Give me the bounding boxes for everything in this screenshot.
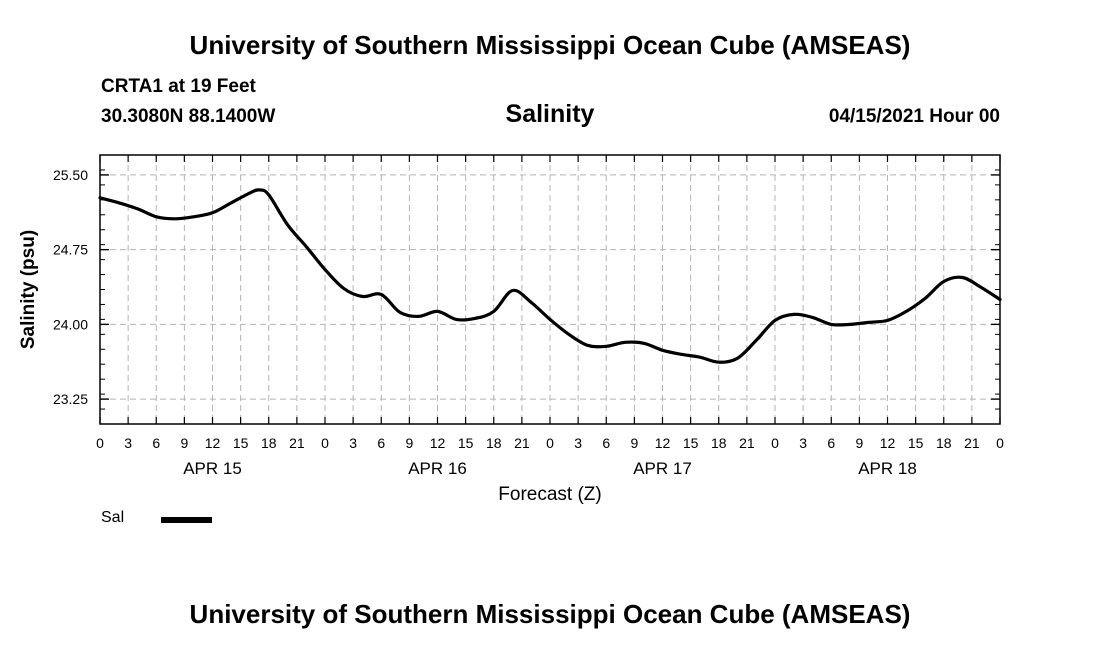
x-tick-label: 9	[405, 435, 413, 451]
x-tick-label: 0	[996, 435, 1004, 451]
x-tick-label: 6	[377, 435, 385, 451]
x-tick-label: 3	[574, 435, 582, 451]
y-tick-label: 24.00	[53, 316, 88, 332]
x-tick-label: 0	[771, 435, 779, 451]
chart-title: Salinity	[505, 100, 595, 128]
x-tick-label: 12	[880, 435, 896, 451]
y-tick-label: 23.25	[53, 391, 88, 407]
x-tick-label: 6	[152, 435, 160, 451]
x-tick-label: 18	[936, 435, 952, 451]
x-tick-label: 12	[655, 435, 671, 451]
day-label: APR 15	[183, 459, 242, 478]
x-tick-label: 15	[908, 435, 924, 451]
x-tick-label: 9	[630, 435, 638, 451]
x-tick-label: 12	[205, 435, 221, 451]
forecast-date-label: 04/15/2021 Hour 00	[828, 106, 1000, 127]
x-tick-label: 9	[180, 435, 188, 451]
x-tick-label: 3	[349, 435, 357, 451]
x-tick-label: 21	[739, 435, 755, 451]
salinity-chart: 0 3 6 9 12 15 18 21 0 3 6 9 12 15 18 21 0 3 6 9 12 15 18 21 0 3 6 9…	[18, 154, 1004, 505]
x-tick-label: 0	[546, 435, 554, 451]
x-tick-label: 18	[486, 435, 502, 451]
day-label: APR 18	[858, 459, 917, 478]
x-tick-label: 15	[458, 435, 474, 451]
legend-label: Sal	[101, 509, 125, 526]
x-tick-label: 0	[96, 435, 104, 451]
x-tick-label: 0	[321, 435, 329, 451]
y-tick-label: 24.75	[53, 242, 88, 258]
x-tick-label: 21	[514, 435, 530, 451]
x-axis-label: Forecast (Z)	[498, 484, 601, 505]
legend-line-swatch	[161, 517, 212, 523]
x-tick-label: 15	[233, 435, 249, 451]
x-tick-label: 3	[124, 435, 132, 451]
x-tick-label: 6	[602, 435, 610, 451]
day-label: APR 17	[633, 459, 692, 478]
x-tick-label: 21	[964, 435, 980, 451]
station-label: CRTA1 at 19 Feet	[101, 76, 256, 97]
coordinates-label: 30.3080N 88.1400W	[101, 106, 276, 127]
series-line-sal	[98, 188, 1002, 364]
y-axis-label: Salinity (psu)	[18, 230, 39, 349]
x-tick-label: 9	[855, 435, 863, 451]
page-title: University of Southern Mississippi Ocean…	[189, 30, 911, 60]
x-tick-label: 3	[799, 435, 807, 451]
x-tick-label: 18	[711, 435, 727, 451]
footer-title: University of Southern Mississippi Ocean…	[189, 599, 911, 629]
x-tick-label: 12	[430, 435, 446, 451]
y-tick-label: 25.50	[53, 167, 88, 183]
x-tick-label: 6	[827, 435, 835, 451]
x-tick-label: 21	[289, 435, 305, 451]
x-tick-label: 15	[683, 435, 699, 451]
x-tick-label: 18	[261, 435, 277, 451]
day-label: APR 16	[408, 459, 467, 478]
